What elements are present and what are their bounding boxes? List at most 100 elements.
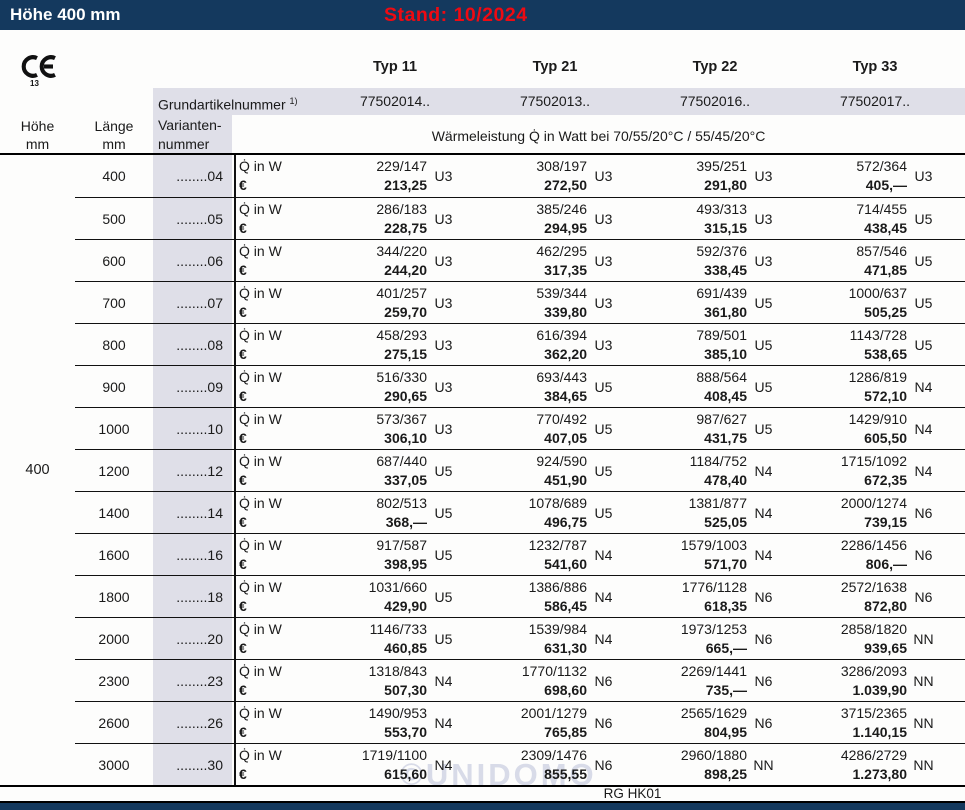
typ33-values: 4286/2729 1.273,80 [780,744,907,785]
typ11-watt-value: 1318/843 [368,663,427,679]
typ33-watt-value: 2858/1820 [840,621,907,637]
typ11-code: U3 [434,294,453,311]
typ21-values: 1539/984 631,30 [460,618,587,659]
typ21-price: 384,65 [544,388,587,404]
column-header-typ33: Typ 33 [852,59,898,75]
typ33-watt-value: 1715/1092 [840,453,907,469]
variant-number: ........18 [153,576,232,617]
typ21-price: 317,35 [544,262,587,278]
table-row: 900 ........09 Q̇ in W € 516/330 290,65 … [75,365,965,407]
typ33-values: 1429/910 605,50 [780,408,907,449]
typ21-values: 924/590 451,90 [460,450,587,491]
typ22-values: 2269/1441 735,— [620,660,747,701]
typ11-watt-value: 401/257 [376,285,427,301]
typ11-code: U3 [434,210,453,227]
row-filler [940,198,965,239]
variant-number: ........10 [153,408,232,449]
bottom-bar [0,803,965,810]
length-value: 400 [102,168,126,184]
column-header-typ21: Typ 21 [532,59,578,75]
typ33-values: 3286/2093 1.039,90 [780,660,907,701]
typ21-code: U3 [594,168,613,184]
variant-number: ........07 [153,282,232,323]
typ33-code: N6 [914,504,933,521]
table-row: 1200 ........12 Q̇ in W € 687/440 337,05… [75,449,965,491]
table-bottom-border [0,785,965,787]
row-filler [940,240,965,281]
typ11-price: 368,— [385,514,427,530]
row-labels: Q̇ in W € [232,618,300,659]
price-label: € [239,514,247,530]
column-header-variantennummer: Varianten- nummer [153,114,232,155]
typ21-price: 855,55 [544,766,587,782]
typ22-watt-value: 691/439 [696,285,747,301]
table-row: 2300 ........23 Q̇ in W € 1318/843 507,3… [75,659,965,701]
typ21-watt-value: 1078/689 [528,495,587,511]
variant-number: ........30 [153,744,232,785]
page-title: Höhe 400 mm [10,5,121,24]
row-labels: Q̇ in W € [232,576,300,617]
typ21-price: 698,60 [544,682,587,698]
typ22-watt-value: 987/627 [696,411,747,427]
typ21-price: 294,95 [544,220,587,236]
typ33-watt-value: 572/364 [856,158,907,174]
typ22-price: 735,— [705,682,747,698]
typ22-price: 618,35 [704,598,747,614]
heat-output-label: Q̇ in W [239,579,282,595]
typ21-watt-value: 385/246 [536,201,587,217]
row-labels: Q̇ in W € [232,366,300,407]
length-value: 1400 [98,504,130,521]
typ33-watt-value: 2000/1274 [840,495,907,511]
typ21-price: 631,30 [544,640,587,656]
typ22-values: 1579/1003 571,70 [620,534,747,575]
typ11-code: U3 [434,168,453,184]
typ33-price: 605,50 [864,430,907,446]
typ11-values: 573/367 306,10 [300,408,427,449]
length-value: 600 [102,252,126,269]
typ33-values: 1286/819 572,10 [780,366,907,407]
typ22-price: 431,75 [704,430,747,446]
typ21-code: N6 [594,756,613,773]
length-value: 800 [102,336,126,353]
typ11-code: N4 [434,756,453,773]
typ33-code: U5 [914,252,933,269]
typ11-watt-value: 458/293 [376,327,427,343]
typ33-values: 1143/728 538,65 [780,324,907,365]
heat-output-label: Q̇ in W [239,537,282,553]
typ21-code: U3 [594,336,613,353]
typ11-code: U5 [434,630,453,647]
typ33-price: 438,45 [864,220,907,236]
heat-output-label: Q̇ in W [239,411,282,427]
typ21-watt-value: 693/443 [536,369,587,385]
row-labels: Q̇ in W € [232,198,300,239]
typ21-watt-value: 924/590 [536,453,587,469]
table-vertical-divider [234,155,236,785]
variant-number: ........04 [153,155,232,197]
typ21-code: U5 [594,420,613,437]
row-labels: Q̇ in W € [232,450,300,491]
heat-output-label: Q̇ in W [239,201,282,217]
typ22-values: 1776/1128 618,35 [620,576,747,617]
typ33-code: U5 [914,294,933,311]
typ21-code: N4 [594,630,613,647]
typ21-values: 770/492 407,05 [460,408,587,449]
typ11-code: N4 [434,672,453,689]
typ11-values: 344/220 244,20 [300,240,427,281]
typ11-price: 306,10 [384,430,427,446]
typ11-watt-value: 917/587 [376,537,427,553]
hoehe-value: 400 [25,462,50,478]
row-labels: Q̇ in W € [232,534,300,575]
varianten-label-line1: Varianten- [158,117,222,133]
typ22-watt-value: 493/313 [696,201,747,217]
price-label: € [239,724,247,740]
typ22-values: 888/564 408,45 [620,366,747,407]
varianten-label-line2: nummer [158,136,210,152]
typ21-values: 1078/689 496,75 [460,492,587,533]
typ21-watt-value: 1386/886 [528,579,587,595]
typ21-watt-value: 462/295 [536,243,587,259]
column-header-laenge: Länge mm [75,114,153,154]
typ22-price: 408,45 [704,388,747,404]
row-labels: Q̇ in W € [232,744,300,785]
typ11-price: 290,65 [384,388,427,404]
typ33-code: U5 [914,336,933,353]
